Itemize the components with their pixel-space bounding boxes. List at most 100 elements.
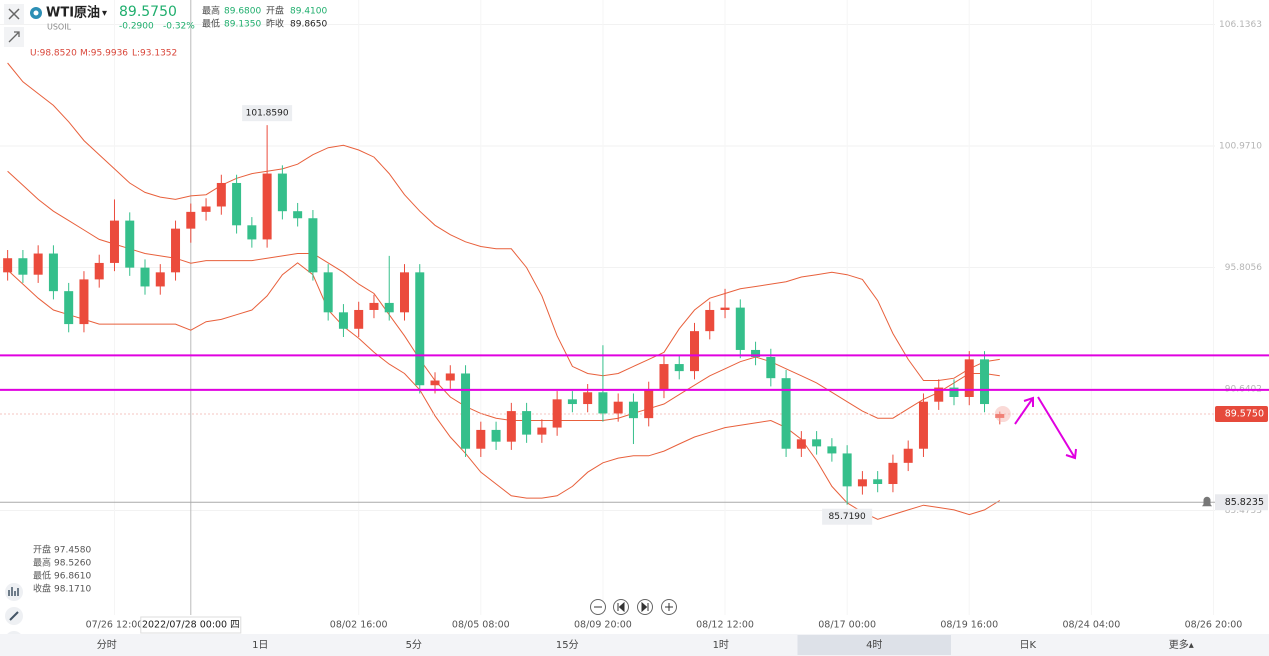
tabs: 分时 1日 5分 15分 1时 4时 日K 更多▴ (97, 635, 1194, 655)
max-label: 101.8590 (246, 109, 289, 119)
candle-body (323, 272, 333, 313)
candle-body (659, 364, 669, 390)
tab[interactable]: 5分 (406, 639, 422, 651)
candle-body (430, 380, 440, 386)
candle-body (903, 448, 913, 463)
next[interactable] (637, 599, 653, 615)
tab[interactable]: 4时 (866, 639, 882, 651)
candle-body (48, 253, 58, 292)
tab[interactable]: 1时 (713, 639, 729, 651)
min-label: 85.7190 (829, 512, 866, 522)
zoom-out[interactable] (590, 599, 606, 615)
max-label-box (242, 105, 293, 122)
candle-body (445, 373, 455, 381)
live-marker (994, 406, 1011, 423)
candle-body (354, 309, 364, 329)
x-tick-label: 08/17 00:00 (818, 620, 876, 631)
candle-body (735, 307, 745, 350)
indicator: U:98.8520 (30, 49, 77, 59)
candle-body (888, 462, 898, 485)
tool-button[interactable] (5, 607, 23, 625)
candle-body (628, 401, 638, 419)
y-tick-label: 106.1363 (1219, 20, 1262, 30)
y-tick-label: 100.9710 (1219, 142, 1262, 152)
drawn-arrow (1014, 396, 1034, 425)
stat-label: 开盘 (266, 5, 284, 17)
candle-body (476, 429, 486, 449)
candle-body (79, 279, 89, 325)
stat-value: 89.4100 (290, 7, 327, 17)
band-lower (7, 262, 1001, 520)
candle-body (964, 359, 974, 397)
candle-body (491, 429, 501, 442)
symbol-icon (33, 10, 39, 16)
symbol[interactable]: WTI原油 (46, 5, 100, 21)
info-value: 98.5260 (54, 559, 91, 569)
tab[interactable]: 日K (1019, 640, 1036, 651)
tab[interactable]: 更多▴ (1169, 638, 1194, 651)
prev[interactable] (613, 599, 629, 615)
crosshair-label-box (140, 616, 242, 634)
candle-body (262, 173, 272, 240)
candle-body (613, 401, 623, 414)
tab[interactable]: 分时 (97, 639, 117, 651)
candle-body (567, 399, 577, 405)
candle-body (720, 307, 730, 310)
alert-label: 85.8235 (1225, 497, 1264, 508)
stat-value: 89.8650 (290, 20, 327, 30)
candle-body (537, 427, 547, 435)
candle-body (980, 359, 990, 405)
candle-body (918, 401, 928, 449)
candle-body (369, 302, 379, 310)
x-tick-label: 07/26 12:00 (86, 620, 144, 631)
zoom-in[interactable] (661, 599, 677, 615)
candle-body (3, 258, 13, 273)
min-label-box (822, 508, 873, 525)
tab[interactable]: 15分 (556, 639, 579, 651)
dropdown[interactable]: ▾ (102, 8, 107, 19)
candle-body (338, 312, 348, 329)
candle-body (781, 378, 791, 449)
candle-body (766, 357, 776, 379)
info-value: 98.1710 (54, 585, 91, 595)
stat-value: 89.1350 (224, 20, 261, 30)
crosshair-label: 2022/07/28 00:00 四 (142, 620, 240, 631)
candle-body (583, 392, 593, 405)
candle-body (140, 267, 150, 287)
candle-body (18, 258, 28, 275)
x-tick-label: 08/09 20:00 (574, 620, 632, 631)
x-tick-label: 08/19 16:00 (940, 620, 998, 631)
tool-button[interactable] (5, 583, 23, 601)
candle-body (186, 211, 196, 229)
candle-body (247, 225, 257, 240)
candle-body (415, 272, 425, 386)
stat-label: 昨收 (266, 18, 284, 30)
x-tick-label: 08/02 16:00 (330, 620, 388, 631)
drawn-arrow (1037, 396, 1077, 460)
candle-body (94, 262, 104, 280)
candle-body (690, 331, 700, 372)
y-tick-label: 95.8056 (1225, 263, 1262, 273)
alert-tag (1215, 494, 1268, 511)
change: -0.2900 (119, 22, 154, 32)
y-tick-label: 85.4753 (1225, 506, 1262, 516)
candle-body (399, 272, 409, 313)
change-pct: -0.32% (163, 22, 195, 32)
candle-body (674, 364, 684, 372)
tab-active (797, 635, 951, 655)
stat-label: 最低 (202, 18, 220, 30)
tab[interactable]: 1日 (252, 640, 268, 651)
candle-body (33, 253, 43, 275)
expand-button[interactable] (4, 27, 24, 47)
candle-body (705, 309, 715, 332)
candle-body (293, 211, 303, 219)
candle-body (751, 349, 761, 358)
band-upper (7, 62, 1000, 381)
candle-body (384, 302, 394, 313)
candle-body (812, 439, 822, 447)
close-button[interactable] (4, 4, 24, 24)
candle-body (461, 373, 471, 449)
candle-body (842, 453, 852, 487)
info-label: 最低 (33, 570, 51, 582)
